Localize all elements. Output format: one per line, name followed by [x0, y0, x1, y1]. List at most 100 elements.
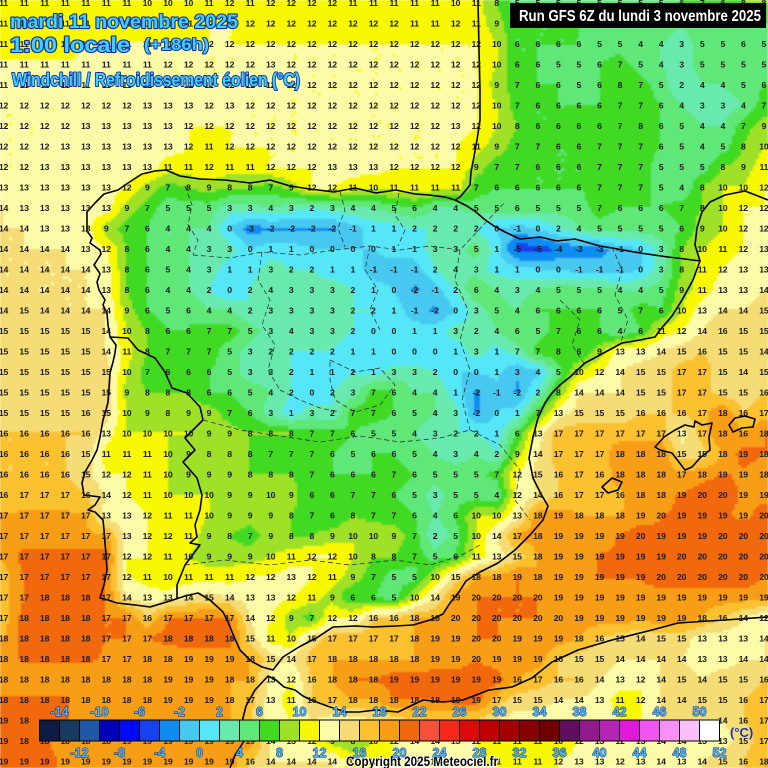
svg-text:8: 8 — [618, 80, 623, 90]
svg-text:3: 3 — [679, 60, 684, 70]
svg-text:12: 12 — [472, 60, 482, 70]
svg-text:12: 12 — [184, 80, 194, 90]
svg-text:12: 12 — [0, 101, 8, 111]
svg-text:12: 12 — [369, 19, 379, 29]
svg-text:11: 11 — [143, 60, 152, 70]
svg-text:11: 11 — [81, 39, 90, 49]
svg-text:10: 10 — [143, 0, 153, 8]
svg-text:11: 11 — [102, 0, 111, 8]
svg-text:12: 12 — [451, 60, 461, 70]
svg-text:12: 12 — [204, 101, 214, 111]
svg-text:11: 11 — [61, 80, 70, 90]
svg-text:11: 11 — [20, 60, 29, 70]
svg-text:11: 11 — [20, 39, 29, 49]
svg-text:7: 7 — [515, 80, 520, 90]
svg-text:10: 10 — [492, 39, 502, 49]
svg-text:12: 12 — [225, 0, 235, 8]
svg-text:12: 12 — [245, 19, 255, 29]
svg-text:11: 11 — [0, 60, 8, 70]
svg-text:9: 9 — [494, 19, 499, 29]
svg-text:12: 12 — [451, 19, 461, 29]
svg-text:12: 12 — [245, 80, 255, 90]
svg-text:5: 5 — [638, 60, 643, 70]
svg-text:10: 10 — [451, 0, 461, 8]
svg-text:6: 6 — [515, 39, 520, 49]
svg-text:12: 12 — [143, 80, 153, 90]
svg-text:5: 5 — [556, 60, 561, 70]
svg-text:12: 12 — [328, 39, 338, 49]
svg-text:12: 12 — [287, 0, 297, 8]
svg-text:5: 5 — [762, 39, 767, 49]
svg-text:4: 4 — [720, 80, 725, 90]
svg-text:11: 11 — [143, 39, 152, 49]
svg-text:12: 12 — [307, 0, 317, 8]
svg-text:12: 12 — [287, 101, 297, 111]
svg-text:11: 11 — [61, 39, 70, 49]
svg-text:11: 11 — [246, 0, 255, 8]
svg-text:12: 12 — [266, 39, 276, 49]
svg-text:9: 9 — [494, 80, 499, 90]
svg-text:11: 11 — [122, 39, 131, 49]
svg-text:6: 6 — [535, 80, 540, 90]
svg-text:5: 5 — [741, 60, 746, 70]
svg-text:13: 13 — [184, 101, 194, 111]
svg-text:12: 12 — [163, 80, 173, 90]
svg-text:6: 6 — [577, 39, 582, 49]
svg-text:5: 5 — [577, 80, 582, 90]
svg-text:11: 11 — [102, 19, 111, 29]
svg-text:6: 6 — [556, 80, 561, 90]
svg-text:11: 11 — [431, 19, 440, 29]
svg-text:12: 12 — [369, 39, 379, 49]
svg-text:12: 12 — [389, 60, 399, 70]
svg-text:6: 6 — [597, 80, 602, 90]
svg-text:6: 6 — [597, 60, 602, 70]
svg-text:12: 12 — [307, 39, 317, 49]
svg-text:5: 5 — [597, 39, 602, 49]
svg-text:12: 12 — [328, 0, 338, 8]
svg-text:12: 12 — [19, 101, 29, 111]
svg-text:11: 11 — [102, 39, 111, 49]
svg-text:11: 11 — [40, 39, 49, 49]
svg-text:12: 12 — [204, 60, 214, 70]
svg-text:11: 11 — [143, 19, 152, 29]
svg-text:12: 12 — [389, 39, 399, 49]
svg-text:12: 12 — [328, 60, 338, 70]
svg-text:12: 12 — [328, 101, 338, 111]
svg-text:7: 7 — [638, 80, 643, 90]
svg-text:12: 12 — [389, 19, 399, 29]
svg-text:12: 12 — [225, 19, 235, 29]
svg-text:10: 10 — [492, 60, 502, 70]
svg-text:6: 6 — [556, 39, 561, 49]
svg-text:12: 12 — [348, 80, 358, 90]
svg-text:11: 11 — [0, 39, 8, 49]
svg-text:11: 11 — [102, 80, 111, 90]
svg-text:12: 12 — [472, 80, 482, 90]
svg-text:11: 11 — [184, 39, 193, 49]
svg-text:11: 11 — [81, 19, 90, 29]
svg-text:12: 12 — [328, 80, 338, 90]
svg-text:6: 6 — [535, 60, 540, 70]
svg-text:4: 4 — [659, 39, 664, 49]
svg-text:12: 12 — [245, 101, 255, 111]
svg-text:12: 12 — [245, 39, 255, 49]
svg-text:12: 12 — [472, 39, 482, 49]
svg-text:12: 12 — [430, 60, 440, 70]
svg-text:6: 6 — [535, 39, 540, 49]
svg-text:5: 5 — [618, 39, 623, 49]
svg-text:12: 12 — [369, 60, 379, 70]
svg-text:12: 12 — [348, 39, 358, 49]
svg-text:12: 12 — [307, 101, 317, 111]
svg-text:12: 12 — [40, 101, 50, 111]
svg-text:11: 11 — [102, 60, 111, 70]
svg-text:11: 11 — [122, 60, 131, 70]
svg-text:11: 11 — [81, 80, 90, 90]
svg-text:10: 10 — [184, 0, 194, 8]
svg-text:5: 5 — [577, 60, 582, 70]
svg-text:12: 12 — [307, 60, 317, 70]
svg-text:11: 11 — [163, 19, 172, 29]
svg-text:11: 11 — [122, 80, 131, 90]
svg-text:12: 12 — [245, 60, 255, 70]
svg-text:11: 11 — [20, 80, 29, 90]
svg-text:12: 12 — [451, 39, 461, 49]
svg-text:3: 3 — [679, 39, 684, 49]
